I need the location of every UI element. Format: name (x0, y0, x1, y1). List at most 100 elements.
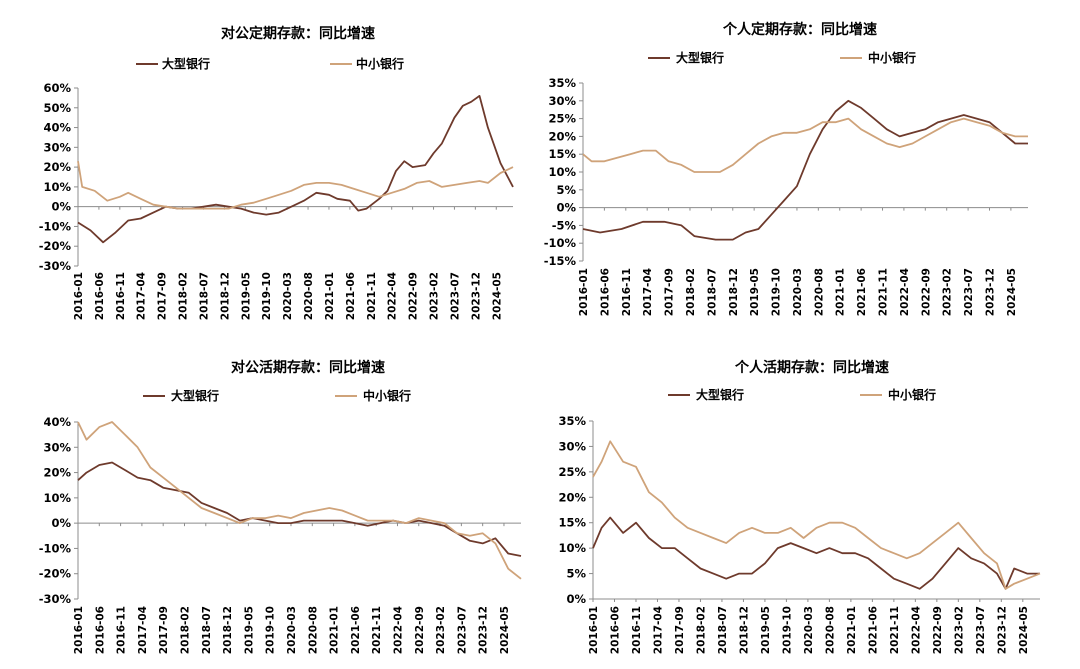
x-tick-label: 2023-07 (975, 606, 987, 654)
x-tick-label: 2019-10 (265, 606, 277, 654)
x-tick-label: 2023-12 (470, 272, 482, 320)
x-tick-label: 2022-09 (920, 268, 932, 316)
x-tick-label: 2018-12 (219, 272, 231, 320)
x-tick-label: 2022-09 (408, 272, 420, 320)
x-tick-label: 2018-07 (717, 606, 729, 654)
x-tick-label: 2024-05 (1006, 268, 1018, 316)
x-tick-label: 2016-11 (621, 268, 633, 316)
x-tick-label: 2023-02 (953, 606, 965, 654)
y-tick-label: 40% (43, 121, 71, 135)
y-tick-label: 10% (558, 541, 586, 555)
y-tick-label: 10% (43, 491, 71, 505)
x-tick-label: 2020-08 (824, 606, 836, 654)
x-tick-label: 2024-05 (499, 606, 511, 654)
y-tick-label: -30% (39, 259, 72, 273)
x-tick-label: 2016-11 (115, 272, 127, 320)
x-tick-label: 2020-03 (803, 606, 815, 654)
x-tick-label: 2023-12 (996, 606, 1008, 654)
x-tick-label: 2019-10 (261, 272, 273, 320)
y-tick-label: -20% (39, 567, 72, 581)
x-tick-label: 2019-05 (240, 272, 252, 320)
x-tick-label: 2021-06 (856, 268, 868, 316)
x-tick-label: 2022-04 (387, 272, 399, 320)
x-tick-label: 2023-02 (435, 606, 447, 654)
y-tick-label: 60% (43, 81, 71, 95)
y-tick-label: 0% (51, 200, 71, 214)
y-tick-label: 30% (43, 140, 71, 154)
x-tick-label: 2019-05 (760, 606, 772, 654)
x-tick-label: 2023-07 (449, 272, 461, 320)
x-tick-label: 2016-01 (588, 606, 600, 654)
y-tick-label: 25% (558, 465, 586, 479)
y-tick-label: -10% (39, 541, 72, 555)
x-tick-label: 2020-03 (282, 272, 294, 320)
y-tick-label: 10% (43, 180, 71, 194)
y-tick-label: 0% (556, 201, 576, 215)
x-tick-label: 2017-09 (664, 268, 676, 316)
x-tick-label: 2023-07 (963, 268, 975, 316)
x-tick-label: 2016-11 (116, 606, 128, 654)
x-tick-label: 2016-06 (599, 268, 611, 316)
series-line (592, 440, 1041, 590)
y-tick-label: 20% (43, 466, 71, 480)
y-tick-label: 35% (548, 76, 576, 90)
legend-label: 中小银行 (363, 388, 411, 403)
x-tick-label: 2018-12 (222, 606, 234, 654)
x-tick-label: 2021-06 (867, 606, 879, 654)
series-line (77, 95, 514, 244)
chart-title: 个人定期存款：同比增速 (722, 21, 877, 38)
x-tick-label: 2021-06 (345, 272, 357, 320)
y-tick-label: 25% (548, 112, 576, 126)
series-line (582, 117, 1028, 173)
x-tick-label: 2016-06 (94, 606, 106, 654)
x-tick-label: 2023-02 (429, 272, 441, 320)
legend-label: 大型银行 (171, 388, 219, 403)
x-tick-label: 2019-05 (749, 268, 761, 316)
x-tick-label: 2019-10 (781, 606, 793, 654)
y-tick-label: 35% (558, 414, 586, 428)
x-tick-label: 2023-02 (942, 268, 954, 316)
x-tick-label: 2018-07 (706, 268, 718, 316)
y-tick-label: 0% (51, 516, 71, 530)
x-tick-label: 2018-02 (178, 272, 190, 320)
series-line (592, 516, 1040, 590)
y-tick-label: 30% (558, 439, 586, 453)
y-tick-label: -5% (552, 218, 577, 232)
x-tick-label: 2021-11 (889, 606, 901, 654)
x-tick-label: 2023-12 (984, 268, 996, 316)
x-tick-label: 2022-09 (932, 606, 944, 654)
x-tick-label: 2017-04 (652, 606, 664, 654)
x-tick-label: 2016-06 (94, 272, 106, 320)
legend-label: 中小银行 (356, 56, 404, 71)
x-tick-label: 2018-12 (738, 606, 750, 654)
x-tick-label: 2021-01 (846, 606, 858, 654)
y-tick-label: 30% (548, 94, 576, 108)
x-tick-label: 2016-01 (578, 268, 590, 316)
x-tick-label: 2016-01 (73, 272, 85, 320)
y-tick-label: 0% (566, 592, 586, 606)
x-tick-label: 2017-09 (157, 272, 169, 320)
x-tick-label: 2021-06 (350, 606, 362, 654)
y-tick-label: 20% (43, 160, 71, 174)
x-tick-label: 2018-02 (685, 268, 697, 316)
x-tick-label: 2023-07 (456, 606, 468, 654)
x-tick-label: 2024-05 (1018, 606, 1030, 654)
x-tick-label: 2018-02 (179, 606, 191, 654)
chart-title: 个人活期存款：同比增速 (734, 359, 889, 376)
chart-title: 对公定期存款：同比增速 (221, 25, 375, 42)
x-tick-label: 2021-11 (878, 268, 890, 316)
x-tick-label: 2024-05 (491, 272, 503, 320)
x-tick-label: 2020-03 (286, 606, 298, 654)
x-tick-label: 2020-08 (307, 606, 319, 654)
x-tick-label: 2018-07 (201, 606, 213, 654)
series-line (582, 99, 1028, 241)
x-tick-label: 2019-10 (771, 268, 783, 316)
y-tick-label: 20% (558, 490, 586, 504)
legend-label: 大型银行 (162, 56, 210, 71)
x-tick-label: 2023-12 (478, 606, 490, 654)
y-tick-label: 5% (556, 183, 576, 197)
y-tick-label: -10% (39, 219, 72, 233)
